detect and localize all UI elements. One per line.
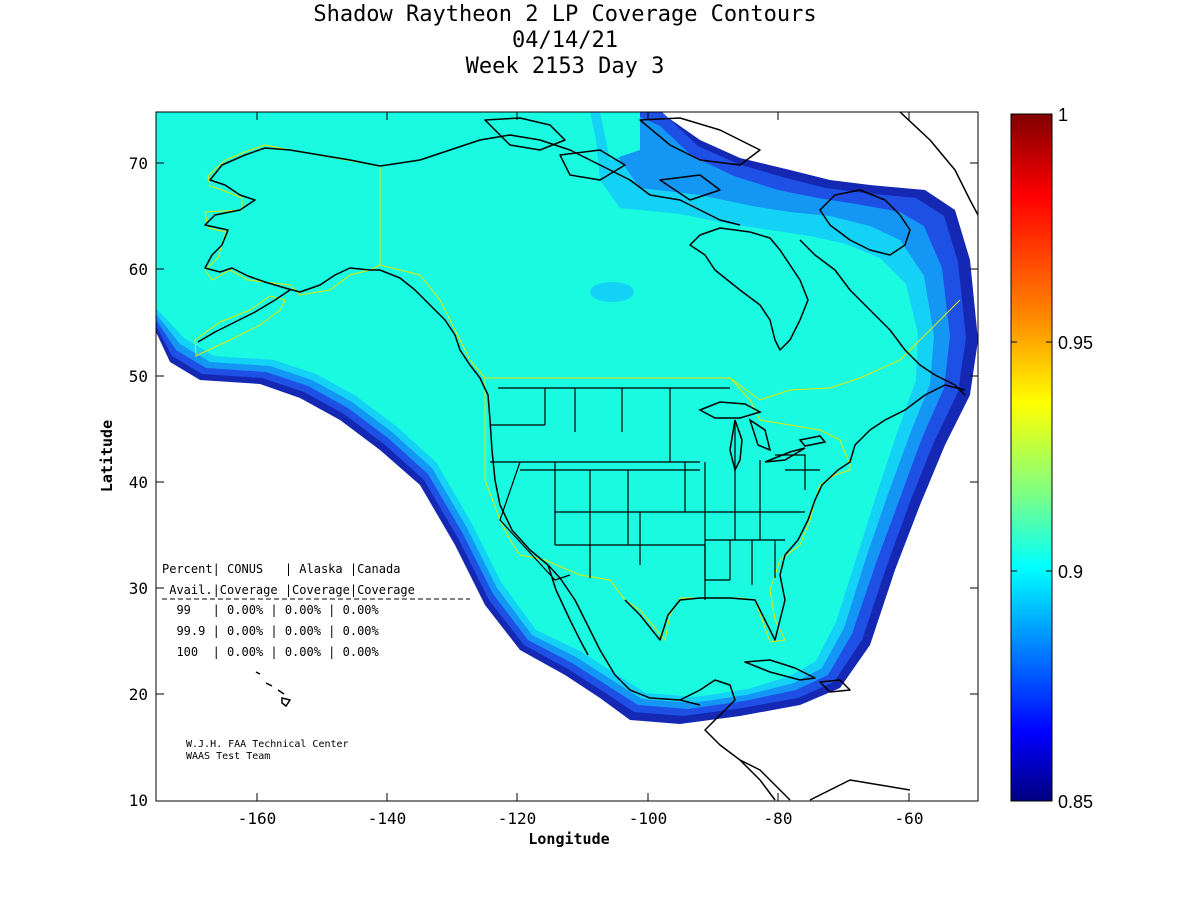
coverage-contours [156,112,978,724]
coverage-table: Percent| CONUS | Alaska |Canada Avail.|C… [162,562,470,659]
yucatan-coast [679,679,776,801]
y-tick-label: 10 [129,791,148,810]
y-tick-label: 20 [129,685,148,704]
arctic-islands-4 [659,174,721,201]
aleutian-coast [197,289,291,343]
y-tick-label: 60 [129,260,148,279]
credit-line-2: WAAS Test Team [186,751,270,762]
y-tick-label: 30 [129,579,148,598]
coverage-hudson-dip [590,282,634,302]
colorbar-label: 0.85 [1058,792,1093,812]
baja-coast [547,564,589,656]
arctic-islands-1 [484,117,566,151]
x-tick-marks [256,112,910,801]
credit-line-1: W.J.H. FAA Technical Center [186,739,349,750]
x-tick-label: -60 [895,809,924,828]
lake-erie [764,447,806,463]
hawaii-islands [255,671,292,708]
east-coast [779,384,966,576]
table-row: 99 | 0.00% | 0.00% | 0.00% [162,603,380,617]
chart-date: 04/14/21 [512,28,618,53]
x-tick-label: -120 [498,809,537,828]
chart-title: Shadow Raytheon 2 LP Coverage Contours [313,2,817,27]
plot-frame [155,111,979,802]
labrador-coast [799,239,966,396]
y-axis-title: Latitude [98,420,116,492]
cuba [744,659,816,681]
x-tick-label: -80 [764,809,793,828]
colorbar [1010,113,1053,802]
lake-huron [748,418,772,452]
great-lakes [698,401,827,473]
canada-arctic-coast [379,134,741,226]
coverage-band-main [156,112,918,697]
y-tick-label: 40 [129,473,148,492]
hudson-bay-coast [689,227,809,351]
coastlines [197,112,978,801]
table-row: 100 | 0.00% | 0.00% | 0.00% [162,645,380,659]
x-tick-label: -140 [368,809,407,828]
y-tick-label: 70 [129,154,148,173]
central-america [739,759,791,801]
colorbar-label: 0.9 [1058,562,1083,582]
canada-service-boundary [379,166,961,401]
alaska-coastline [204,147,381,293]
colorbar-label: 0.95 [1058,333,1093,353]
coverage-ne-lobe [600,112,640,160]
service-area-boundaries [194,144,961,643]
arctic-islands-3 [639,117,761,166]
pacific-coast [379,269,701,706]
arctic-islands-2 [559,149,626,181]
lake-ontario [798,435,827,447]
x-tick-label: -160 [238,809,277,828]
y-tick-marks [156,162,978,695]
hispaniola [819,679,851,693]
y-tick-label: 50 [129,367,148,386]
gulf-coast [624,574,786,641]
table-row: 99.9 | 0.00% | 0.00% | 0.00% [162,624,380,638]
table-header-2: Avail.|Coverage |Coverage|Coverage [162,583,415,597]
lake-michigan [729,419,743,473]
table-header-1: Percent| CONUS | Alaska |Canada [162,562,400,576]
greenland-coast [819,189,911,256]
x-axis-title: Longitude [528,830,609,848]
alaska-peninsula-boundary [194,295,286,357]
lake-superior [698,401,762,419]
greenland-east [899,112,978,216]
chart-week-day: Week 2153 Day 3 [465,54,665,79]
conus-service-boundary [484,377,851,643]
south-america-north [809,779,911,801]
colorbar-label: 1 [1058,105,1068,125]
us-state-borders [490,387,820,600]
x-tick-label: -100 [629,809,668,828]
colorbar-ticks [1011,341,1052,572]
no-coverage-arctic [740,112,978,250]
